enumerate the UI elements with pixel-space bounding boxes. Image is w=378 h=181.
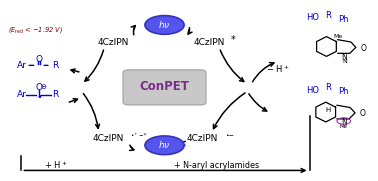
Text: ConPET: ConPET (139, 80, 189, 93)
FancyArrowPatch shape (85, 50, 104, 81)
Text: •−: •− (226, 133, 234, 138)
Text: $\ominus$: $\ominus$ (40, 82, 47, 91)
FancyArrowPatch shape (249, 94, 267, 111)
Text: O: O (35, 54, 42, 64)
Text: Ar: Ar (17, 90, 26, 100)
Text: N: N (342, 59, 347, 64)
FancyArrowPatch shape (71, 69, 79, 73)
Text: 4CzIPN: 4CzIPN (186, 134, 218, 143)
FancyArrowPatch shape (188, 28, 192, 34)
FancyArrowPatch shape (131, 26, 135, 35)
Text: HO: HO (306, 86, 319, 95)
Text: R: R (325, 83, 331, 92)
Text: $h\nu$: $h\nu$ (158, 139, 171, 150)
Text: $h\nu$: $h\nu$ (158, 18, 171, 30)
FancyArrowPatch shape (181, 141, 185, 145)
Text: 4CzIPN: 4CzIPN (98, 37, 129, 47)
Circle shape (145, 16, 184, 34)
Text: O: O (360, 44, 366, 53)
Text: R: R (325, 10, 331, 20)
Text: 4CzIPN: 4CzIPN (194, 37, 225, 47)
Text: O: O (35, 83, 42, 92)
Text: 4CzIPN: 4CzIPN (92, 134, 124, 143)
FancyArrowPatch shape (214, 93, 245, 129)
Text: O: O (359, 109, 366, 118)
Text: Ar: Ar (17, 61, 26, 70)
FancyArrowPatch shape (69, 99, 77, 102)
Text: R: R (52, 61, 59, 70)
Text: N: N (341, 118, 347, 127)
Text: •: • (36, 92, 42, 102)
Circle shape (145, 136, 184, 155)
Text: *: * (231, 35, 235, 45)
Text: + H$^+$: + H$^+$ (44, 159, 68, 171)
FancyBboxPatch shape (123, 70, 206, 105)
Text: Ph: Ph (338, 87, 348, 96)
Text: N: N (342, 53, 347, 62)
Text: HO: HO (306, 13, 319, 22)
Text: R: R (52, 90, 59, 100)
FancyArrowPatch shape (220, 50, 244, 81)
Text: H: H (325, 107, 330, 113)
FancyArrowPatch shape (253, 63, 274, 82)
Text: + N-aryl acrylamides: + N-aryl acrylamides (174, 161, 259, 170)
Text: Me: Me (333, 34, 342, 39)
Text: •⁺ −*: •⁺ −* (132, 133, 147, 138)
Text: $-$ H$^+$: $-$ H$^+$ (266, 63, 290, 75)
Text: Me: Me (340, 124, 348, 129)
Text: Ph: Ph (338, 15, 348, 24)
Text: ($E_\mathrm{red}$ < $-$1.92 V): ($E_\mathrm{red}$ < $-$1.92 V) (8, 25, 64, 35)
FancyArrowPatch shape (130, 145, 134, 150)
FancyArrowPatch shape (84, 94, 99, 128)
